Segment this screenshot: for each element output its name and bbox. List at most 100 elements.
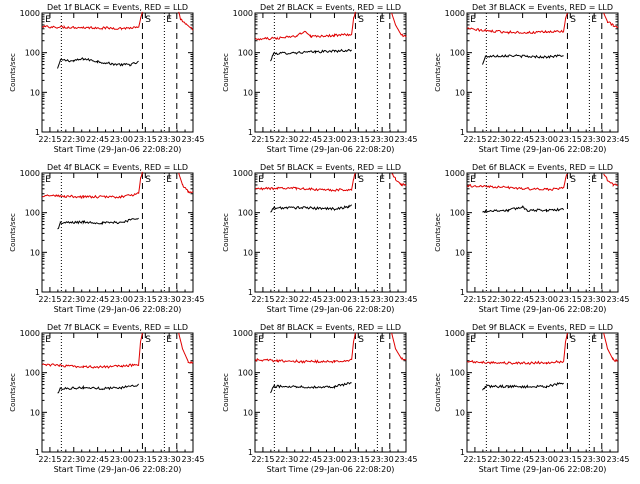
y-tick-label: 10 bbox=[455, 408, 465, 417]
x-tick-label: 23:15 bbox=[559, 455, 582, 464]
attenuator-marker: E bbox=[166, 335, 172, 345]
attenuator-marker: E bbox=[258, 175, 264, 185]
x-tick-label: 23:00 bbox=[535, 135, 558, 144]
x-tick-label: 23:15 bbox=[347, 455, 370, 464]
y-tick-label: 1 bbox=[460, 128, 465, 137]
y-tick-label: 1 bbox=[248, 128, 253, 137]
series-lld-line bbox=[603, 332, 619, 363]
y-tick-label: 10 bbox=[455, 248, 465, 257]
series-lld-line bbox=[255, 11, 356, 41]
y-tick-label: 100 bbox=[450, 209, 465, 218]
chart-panel-6: Det 6f BLACK = Events, RED = LLD 1 10 100 10… bbox=[434, 163, 630, 314]
attenuator-marker: S bbox=[358, 335, 364, 345]
x-tick-label: 22:45 bbox=[511, 455, 534, 464]
chart-title: Det 1f BLACK = Events, RED = LLD bbox=[47, 3, 188, 12]
x-tick-label: 23:45 bbox=[394, 455, 417, 464]
x-tick-label: 23:30 bbox=[158, 135, 181, 144]
chart-title: Det 2f BLACK = Events, RED = LLD bbox=[260, 3, 401, 12]
x-tick-label: 23:45 bbox=[181, 295, 204, 304]
x-tick-label: 23:30 bbox=[371, 135, 394, 144]
x-tick-label: 22:15 bbox=[251, 455, 274, 464]
x-tick-label: 23:45 bbox=[606, 455, 629, 464]
x-tick-label: 23:15 bbox=[134, 135, 157, 144]
x-tick-label: 23:15 bbox=[559, 135, 582, 144]
x-tick-label: 23:00 bbox=[323, 455, 346, 464]
y-tick-label: 1 bbox=[35, 128, 40, 137]
series-events-line bbox=[270, 48, 352, 62]
plot-frame bbox=[41, 12, 194, 133]
attenuator-marker: E bbox=[45, 15, 51, 25]
plot-frame bbox=[254, 12, 407, 133]
y-tick-label: 1 bbox=[248, 288, 253, 297]
y-axis-label: Counts/sec bbox=[9, 373, 17, 412]
x-tick-label: 23:30 bbox=[158, 295, 181, 304]
attenuator-marker: E bbox=[591, 335, 597, 345]
attenuator-marker: E bbox=[591, 15, 597, 25]
y-tick-label: 1000 bbox=[233, 169, 253, 178]
y-tick-label: 1000 bbox=[20, 169, 40, 178]
y-tick-label: 1000 bbox=[445, 329, 465, 338]
series-lld-line bbox=[466, 173, 568, 192]
chart-title: Det 3f BLACK = Events, RED = LLD bbox=[472, 3, 613, 12]
attenuator-marker: S bbox=[145, 175, 151, 185]
series-lld-line bbox=[42, 171, 143, 200]
x-tick-label: 23:00 bbox=[110, 135, 133, 144]
x-axis-label: Start Time (29-Jan-06 22:08:20) bbox=[479, 305, 607, 314]
y-tick-label: 1000 bbox=[445, 9, 465, 18]
chart-panel-8: Det 8f BLACK = Events, RED = LLD 1 10 100 10… bbox=[222, 323, 418, 474]
series-lld-line bbox=[391, 173, 407, 187]
x-tick-label: 22:45 bbox=[86, 295, 109, 304]
x-tick-label: 23:15 bbox=[347, 295, 370, 304]
y-tick-label: 1000 bbox=[233, 329, 253, 338]
x-tick-label: 23:00 bbox=[110, 295, 133, 304]
chart-panel-5: Det 5f BLACK = Events, RED = LLD 1 10 100 10… bbox=[222, 163, 418, 314]
chart-panel-3: Det 3f BLACK = Events, RED = LLD 1 10 100 10… bbox=[434, 3, 630, 154]
x-tick-label: 22:15 bbox=[463, 295, 486, 304]
series-lld-line bbox=[178, 172, 194, 194]
x-tick-label: 22:15 bbox=[251, 295, 274, 304]
x-tick-label: 22:45 bbox=[86, 455, 109, 464]
y-tick-label: 100 bbox=[25, 209, 40, 218]
x-tick-label: 23:30 bbox=[583, 455, 606, 464]
x-tick-label: 23:00 bbox=[323, 295, 346, 304]
x-tick-label: 23:45 bbox=[181, 135, 204, 144]
attenuator-marker: S bbox=[358, 15, 364, 25]
x-tick-label: 22:30 bbox=[275, 455, 298, 464]
y-tick-label: 1000 bbox=[20, 329, 40, 338]
series-lld-line bbox=[603, 12, 619, 29]
x-tick-label: 23:45 bbox=[606, 295, 629, 304]
chart-panel-7: Det 7f BLACK = Events, RED = LLD 1 10 100 10… bbox=[9, 323, 205, 474]
series-lld-line bbox=[391, 332, 407, 361]
x-tick-label: 23:15 bbox=[134, 455, 157, 464]
y-tick-label: 1 bbox=[460, 288, 465, 297]
y-tick-label: 10 bbox=[243, 408, 253, 417]
chart-title: Det 5f BLACK = Events, RED = LLD bbox=[260, 163, 401, 172]
y-tick-label: 1000 bbox=[445, 169, 465, 178]
y-axis-label: Counts/sec bbox=[434, 53, 442, 92]
attenuator-marker: E bbox=[470, 175, 476, 185]
x-tick-label: 22:30 bbox=[487, 135, 510, 144]
x-tick-label: 23:15 bbox=[134, 295, 157, 304]
attenuator-marker: E bbox=[470, 15, 476, 25]
x-tick-label: 23:45 bbox=[394, 295, 417, 304]
y-tick-label: 1 bbox=[35, 448, 40, 457]
x-axis-label: Start Time (29-Jan-06 22:08:20) bbox=[54, 465, 182, 474]
x-tick-label: 23:15 bbox=[347, 135, 370, 144]
attenuator-marker: E bbox=[166, 15, 172, 25]
y-axis-label: Counts/sec bbox=[222, 373, 230, 412]
x-tick-label: 23:00 bbox=[535, 295, 558, 304]
x-tick-label: 23:30 bbox=[583, 295, 606, 304]
chart-panel-2: Det 2f BLACK = Events, RED = LLD 1 10 100 10… bbox=[222, 3, 418, 154]
attenuator-marker: E bbox=[470, 335, 476, 345]
series-events-line bbox=[57, 57, 139, 69]
x-axis-label: Start Time (29-Jan-06 22:08:20) bbox=[267, 465, 395, 474]
series-lld-line bbox=[603, 173, 619, 187]
x-axis-label: Start Time (29-Jan-06 22:08:20) bbox=[54, 305, 182, 314]
y-tick-label: 100 bbox=[25, 369, 40, 378]
attenuator-marker: E bbox=[379, 15, 385, 25]
y-axis-label: Counts/sec bbox=[222, 213, 230, 252]
attenuator-marker: S bbox=[570, 175, 576, 185]
x-tick-label: 23:15 bbox=[559, 295, 582, 304]
attenuator-marker: S bbox=[358, 175, 364, 185]
